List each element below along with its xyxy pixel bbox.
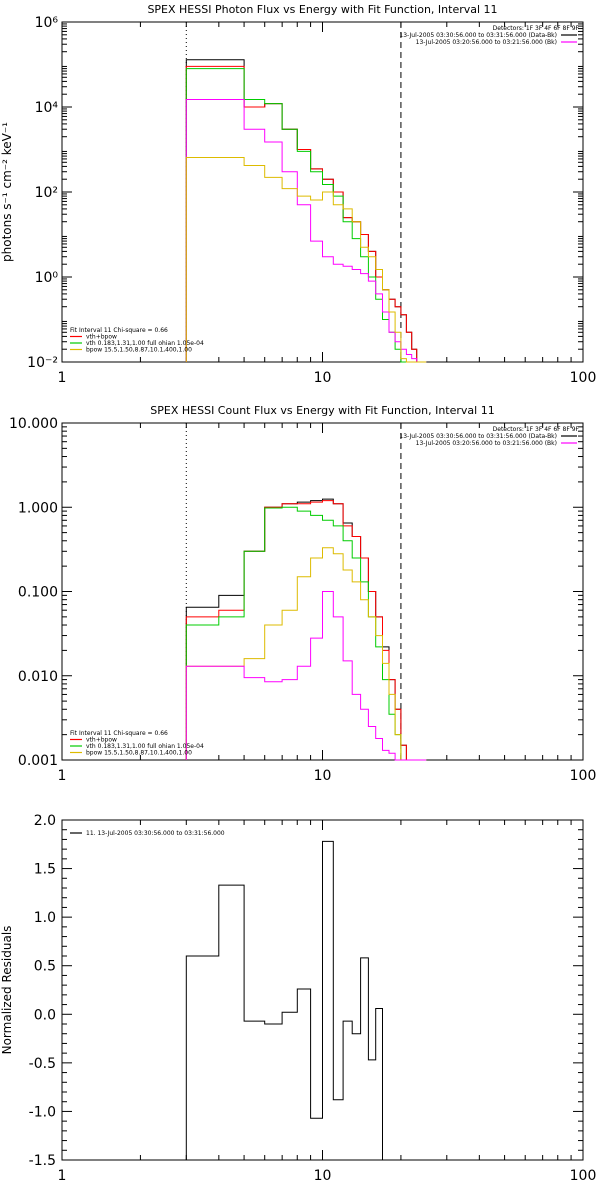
panel3-y-tick-label: -1.0 (29, 1104, 56, 1120)
panel2-y-tick-label: 0.001 (18, 753, 58, 769)
panel3-x-tick-label: 1 (58, 1168, 67, 1184)
panel1-y-tick-label: 10² (35, 185, 58, 201)
panel1-legend-entry: vth+bpow (86, 334, 117, 341)
panel2-series-1-histogram (185, 498, 427, 761)
panel3-y-tick-label: -1.5 (29, 1153, 56, 1169)
panel2-y-tick-label: 1.000 (18, 500, 58, 516)
panel1-chart-title: SPEX HESSI Photon Flux vs Energy with Fi… (147, 3, 497, 16)
panel1-corner-annotation: 13-Jul-2005 03:20:56.000 to 03:21:56.000… (416, 39, 557, 46)
panel3-legend-entry: 11. 13-Jul-2005 03:30:56.000 to 03:31:56… (86, 830, 225, 837)
panel1-corner-annotation: 13-Jul-2005 03:30:56.000 to 03:31:56.000… (399, 32, 557, 39)
panel1-series-4-histogram (185, 99, 427, 363)
panel2-legend-entry: vth+bpow (86, 737, 117, 744)
panel3-x-tick-label: 100 (570, 1168, 597, 1184)
panel1-corner-annotation: Detectors: 1F 3F 4F 6F 8F 9F (493, 25, 580, 32)
panel3-y-tick-label: 0.5 (34, 959, 56, 975)
panel1-y-tick-label: 10⁶ (35, 15, 59, 31)
panel1-series-3-histogram (185, 68, 427, 363)
panel2-legend-entry: Fit Interval 11 Chi-square = 0.66 (70, 730, 168, 737)
panel3-y-tick-label: 1.0 (34, 910, 56, 926)
panel2-legend-entry: vth 0.183,1.31,1.00 full ohian 1.05e-04 (86, 743, 204, 750)
panel1-x-tick-label: 10 (314, 370, 332, 386)
panel3-y-axis-label: Normalized Residuals (0, 926, 14, 1055)
panel3-x-tick-label: 10 (314, 1168, 332, 1184)
panel3-series-1-histogram (185, 840, 401, 1161)
panel1-x-tick-label: 100 (570, 370, 597, 386)
panel1-series-5-histogram (185, 157, 427, 363)
panel2-series-4-histogram (185, 547, 427, 761)
panel1-legend-entry: bpow 15.5,1.50,8.87,10.1,400,1.00 (86, 347, 192, 354)
panel1-x-tick-label: 1 (58, 370, 67, 386)
panel1-y-tick-label: 10⁴ (35, 100, 59, 116)
panel2-corner-annotation: 13-Jul-2005 03:20:56.000 to 03:21:56.000… (416, 440, 557, 447)
panel2-x-tick-label: 10 (314, 768, 332, 784)
panel2-y-tick-label: 0.010 (18, 669, 58, 685)
panel2-legend-entry: bpow 15.5,1.50,8.87,10.1,400,1.00 (86, 750, 192, 757)
panel1-legend-entry: Fit Interval 11 Chi-square = 0.66 (70, 327, 168, 334)
panel2-corner-annotation: Detectors: 1F 3F 4F 6F 8F 9F (493, 426, 580, 433)
panel2-x-tick-label: 1 (58, 768, 67, 784)
panel2-y-tick-label: 0.100 (18, 585, 58, 601)
panel3-y-tick-label: 0.0 (34, 1007, 56, 1023)
panel1-y-tick-label: 10⁰ (35, 270, 59, 286)
panel2-series-5-histogram (185, 591, 427, 761)
panel2-series-3-histogram (185, 506, 427, 761)
panel2-chart-title: SPEX HESSI Count Flux vs Energy with Fit… (150, 404, 494, 417)
panel3-y-tick-label: -0.5 (29, 1056, 56, 1072)
panel2-series-2-histogram (185, 500, 427, 761)
panel1-series-1-histogram (185, 59, 427, 363)
panel2-x-tick-label: 100 (570, 768, 597, 784)
panel3-y-tick-label: 1.5 (34, 862, 56, 878)
panel1-y-axis-label: photons s⁻¹ cm⁻² keV⁻¹ (0, 122, 14, 262)
panel2-y-tick-label: 10.000 (9, 416, 58, 432)
panel1-series-2-histogram (185, 65, 427, 363)
panel2-corner-annotation: 13-Jul-2005 03:30:56.000 to 03:31:56.000… (399, 433, 557, 440)
panel1-legend-entry: vth 0.183,1.31,1.00 full ohian 1.05e-04 (86, 340, 204, 347)
panel1-y-tick-label: 10⁻² (27, 355, 58, 371)
panel3-y-tick-label: 2.0 (34, 813, 56, 829)
